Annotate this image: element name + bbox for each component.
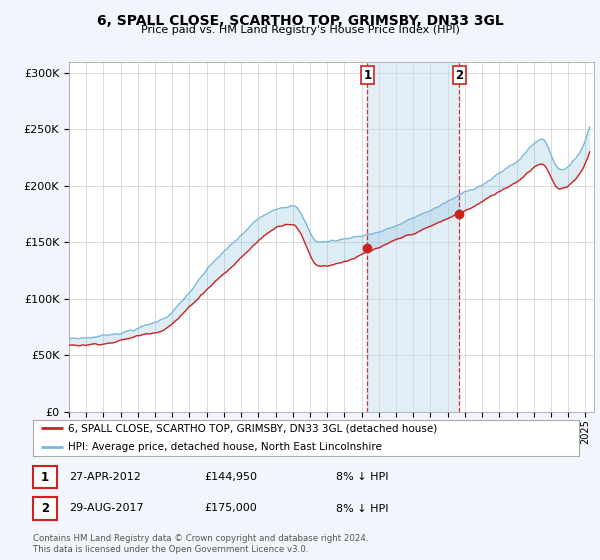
Text: 1: 1 [363,69,371,82]
Text: 29-AUG-2017: 29-AUG-2017 [69,503,143,514]
Text: £144,950: £144,950 [204,472,257,482]
Bar [367,62,459,412]
Text: £175,000: £175,000 [204,503,257,514]
Text: 2: 2 [455,69,463,82]
Text: This data is licensed under the Open Government Licence v3.0.: This data is licensed under the Open Gov… [33,545,308,554]
Text: 6, SPALL CLOSE, SCARTHO TOP, GRIMSBY, DN33 3GL: 6, SPALL CLOSE, SCARTHO TOP, GRIMSBY, DN… [97,14,503,28]
Text: Price paid vs. HM Land Registry's House Price Index (HPI): Price paid vs. HM Land Registry's House … [140,25,460,35]
Text: 6, SPALL CLOSE, SCARTHO TOP, GRIMSBY, DN33 3GL (detached house): 6, SPALL CLOSE, SCARTHO TOP, GRIMSBY, DN… [68,423,438,433]
Text: 8% ↓ HPI: 8% ↓ HPI [336,472,389,482]
Text: 1: 1 [41,470,49,484]
Text: 2: 2 [41,502,49,515]
Text: HPI: Average price, detached house, North East Lincolnshire: HPI: Average price, detached house, Nort… [68,442,382,452]
Text: 8% ↓ HPI: 8% ↓ HPI [336,503,389,514]
Text: 27-APR-2012: 27-APR-2012 [69,472,141,482]
Text: Contains HM Land Registry data © Crown copyright and database right 2024.: Contains HM Land Registry data © Crown c… [33,534,368,543]
